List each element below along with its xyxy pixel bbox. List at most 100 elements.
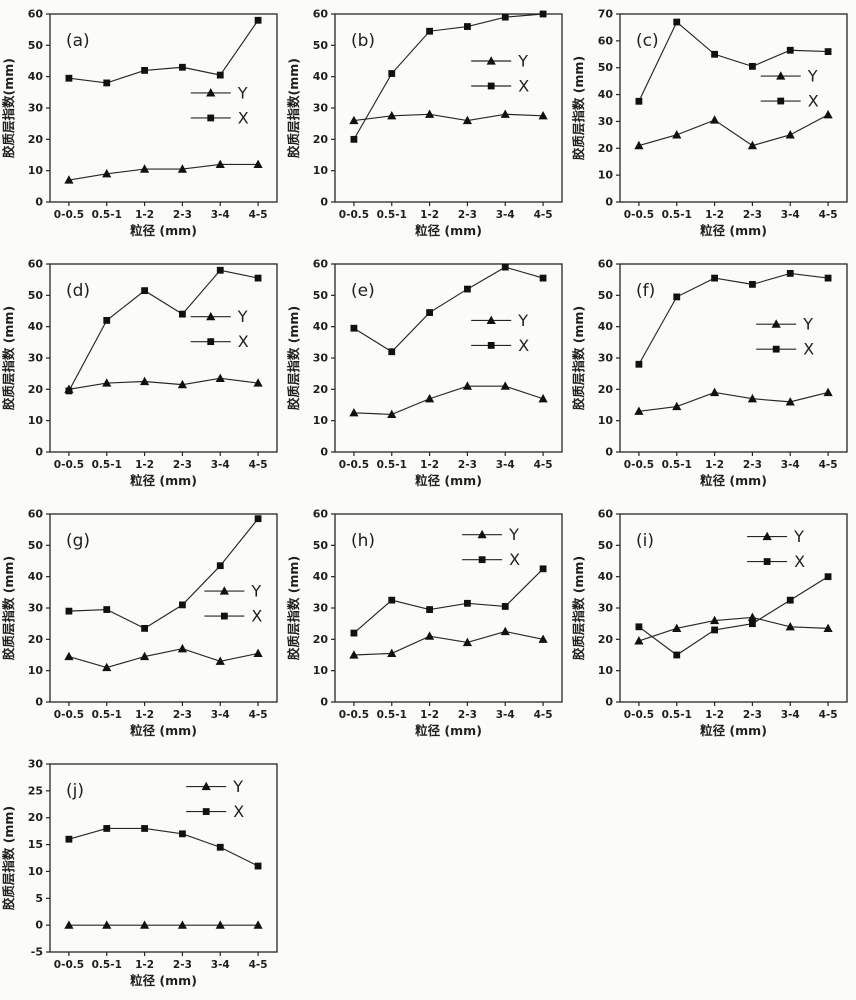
legend-label-X: X [251,607,262,626]
series-Y-marker [462,115,473,125]
series-X-marker [635,360,643,368]
y-tick-label: 40 [28,570,44,583]
legend-marker-X [487,82,495,90]
y-tick-label: 40 [598,88,614,101]
series-Y-marker [672,401,682,411]
series-Y-marker [747,393,758,403]
series-X-line [638,576,829,656]
series-Y-marker [64,651,74,661]
series-Y-marker [538,111,548,120]
series-Y-marker [215,373,225,382]
series-X-marker [254,274,262,282]
y-tick-label: 20 [28,133,44,146]
legend-marker-Y [486,315,496,324]
y-axis-label: 胶质层指数 (mm) [571,56,586,160]
legend-marker-X [777,97,785,105]
series-Y-line [638,616,829,642]
chart-panel-a: 0 10 20 30 40 50 60 0-0.5 0.5-1 1-2 2-3 3-4 4-5 (a) 粒径… [0,2,285,252]
chart-panel-c: 0 10 20 30 40 50 60 70 0-0.5 0.5-1 1-2 2-3 3-4 4-5 (c)… [570,2,855,252]
series-X-marker [103,317,111,324]
series-X-marker [141,624,148,632]
y-tick-label: 10 [28,865,44,878]
y-tick-label: 10 [313,164,329,177]
chart-panel-e: 0 10 20 30 40 50 60 0-0.5 0.5-1 1-2 2-3 3-4 4-5 (e) 粒径… [285,252,570,502]
series-Y-marker [500,109,510,118]
x-tick-label: 1-2 [705,709,724,721]
series-Y-line [638,114,829,147]
y-tick-label: 0 [320,446,328,459]
x-tick-label: 3-4 [211,459,230,471]
panel-label: (j) [66,781,84,801]
x-tick-label: 4-5 [819,459,838,471]
x-tick-label: 1-2 [420,709,439,721]
series-Y-marker [64,920,74,929]
series-Y-marker [253,648,263,658]
series-X-marker [539,565,547,573]
series-Y-marker [424,631,435,640]
series-Y-marker [349,650,359,659]
legend-label-Y: Y [793,527,804,546]
series-Y-marker [634,140,644,150]
y-tick-label: 60 [598,258,614,271]
series-Y-marker [349,408,359,417]
series-Y-marker [538,634,548,643]
y-axis-label: 胶质层指数 (mm) [571,306,586,410]
x-tick-label: 0.5-1 [92,209,122,221]
x-tick-label: 0-0.5 [54,709,84,721]
x-axis-label: 粒径 (mm) [130,723,197,738]
x-tick-label: 0.5-1 [92,959,122,971]
plot-frame [49,763,278,953]
chart-svg-j: -5 0 5 10 15 20 25 30 0-0.5 0.5-1 1-2 2-3 3-4 4-5 (j) 粒… [1,758,278,988]
x-tick-label: 4-5 [819,709,838,721]
plot-frame [619,13,848,203]
series-X-marker [673,293,681,301]
x-tick-label: 4-5 [249,959,268,971]
series-X-marker [673,18,681,26]
panel-label: (d) [66,281,90,301]
series-Y-marker [785,397,795,406]
x-tick-label: 0-0.5 [624,459,654,471]
series-X-marker [673,651,681,659]
legend-label-Y: Y [237,307,248,326]
chart-panel-j: -5 0 5 10 15 20 25 30 0-0.5 0.5-1 1-2 2-3 3-4 4-5 (j) 粒… [0,752,285,1000]
x-tick-label: 4-5 [249,459,268,471]
y-tick-label: 0 [605,446,613,459]
series-Y-marker [177,164,188,173]
series-X-marker [216,843,224,851]
y-axis-label: 胶质层指数 (mm) [571,556,586,660]
legend-marker-Y [762,531,772,541]
chart-svg-b: 0 10 20 30 40 50 60 0-0.5 0.5-1 1-2 2-3 3-4 4-5 (b) 粒径… [286,8,563,238]
series-Y-marker [215,159,225,168]
legend-label-X: X [238,108,249,127]
legend-marker-Y [206,311,216,321]
series-X-marker [426,27,433,35]
x-tick-label: 0-0.5 [54,209,84,221]
chart-panel-g: 0 10 20 30 40 50 60 0-0.5 0.5-1 1-2 2-3 3-4 4-5 (g) 粒径… [0,502,285,752]
x-tick-label: 2-3 [743,459,762,471]
x-tick-label: 3-4 [211,709,230,721]
x-tick-label: 0-0.5 [339,459,369,471]
y-tick-label: 20 [598,383,614,396]
legend-label-Y: Y [237,83,248,102]
y-tick-label: 30 [28,352,44,365]
series-X-marker [103,79,111,87]
x-axis-label: 粒径 (mm) [700,723,767,738]
x-tick-label: 3-4 [781,709,800,721]
y-tick-label: 60 [313,258,329,271]
series-Y-marker [139,651,150,661]
y-tick-label: 40 [598,570,614,583]
series-X-marker [388,348,396,356]
series-X-marker [749,280,756,288]
x-tick-label: 3-4 [781,459,800,471]
series-Y-marker [747,140,758,150]
series-Y-line [638,391,829,412]
chart-svg-g: 0 10 20 30 40 50 60 0-0.5 0.5-1 1-2 2-3 3-4 4-5 (g) 粒径… [1,508,278,738]
legend-label-X: X [803,340,814,359]
chart-panel-i: 0 10 20 30 40 50 60 0-0.5 0.5-1 1-2 2-3 3-4 4-5 (i) 粒径… [570,502,855,752]
y-tick-label: 60 [313,508,329,521]
legend-marker-X [772,345,780,353]
x-tick-label: 4-5 [534,459,553,471]
series-X-line [353,13,544,140]
x-tick-label: 1-2 [135,209,154,221]
